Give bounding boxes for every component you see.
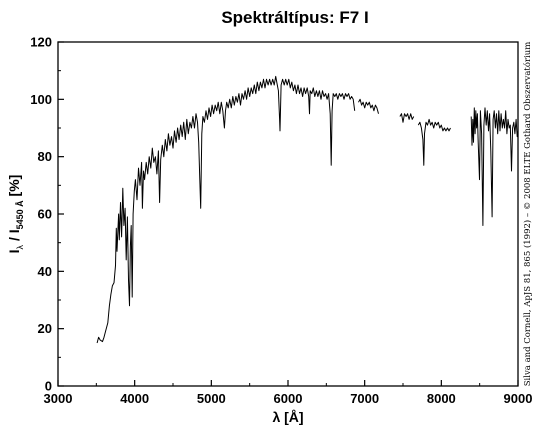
y-label-divider: / I: [6, 229, 22, 245]
x-tick-label: 8000: [427, 391, 456, 406]
spectrum-series: [96, 75, 519, 344]
y-label-reference-sub: 5450 Å: [15, 200, 25, 230]
y-label-intensity: I: [6, 249, 22, 253]
y-label-unit: [%]: [6, 175, 22, 201]
x-tick-label: 9000: [504, 391, 533, 406]
y-tick-label: 20: [38, 321, 52, 336]
y-axis-label: Iλ / I5450 Å [%]: [6, 175, 25, 254]
x-tick-label: 6000: [274, 391, 303, 406]
x-tick-label: 7000: [350, 391, 379, 406]
y-tick-label: 0: [45, 379, 52, 394]
x-axis-label: λ [Å]: [272, 409, 303, 425]
spectrum-line-segment: [470, 107, 519, 226]
chart-title: Spektráltípus: F7 I: [221, 8, 368, 27]
spectrum-line-segment: [399, 113, 415, 123]
plot-frame: [57, 41, 519, 387]
credit-text: Silva and Cornell, ApJS 81, 865 (1992) –…: [522, 42, 533, 387]
y-tick-label: 120: [30, 35, 52, 50]
spectrum-line-segment: [358, 98, 379, 114]
y-label-lambda-sub: λ: [15, 244, 25, 249]
y-tick-label: 100: [30, 92, 52, 107]
x-tick-label: 3000: [44, 391, 73, 406]
x-tick-label: 4000: [120, 391, 149, 406]
spectrum-line-segment: [96, 75, 356, 344]
y-tick-label: 40: [38, 264, 52, 279]
spectrum-line-segment: [417, 118, 451, 166]
y-tick-label: 80: [38, 149, 52, 164]
x-tick-label: 5000: [197, 391, 226, 406]
y-tick-label: 60: [38, 207, 52, 222]
